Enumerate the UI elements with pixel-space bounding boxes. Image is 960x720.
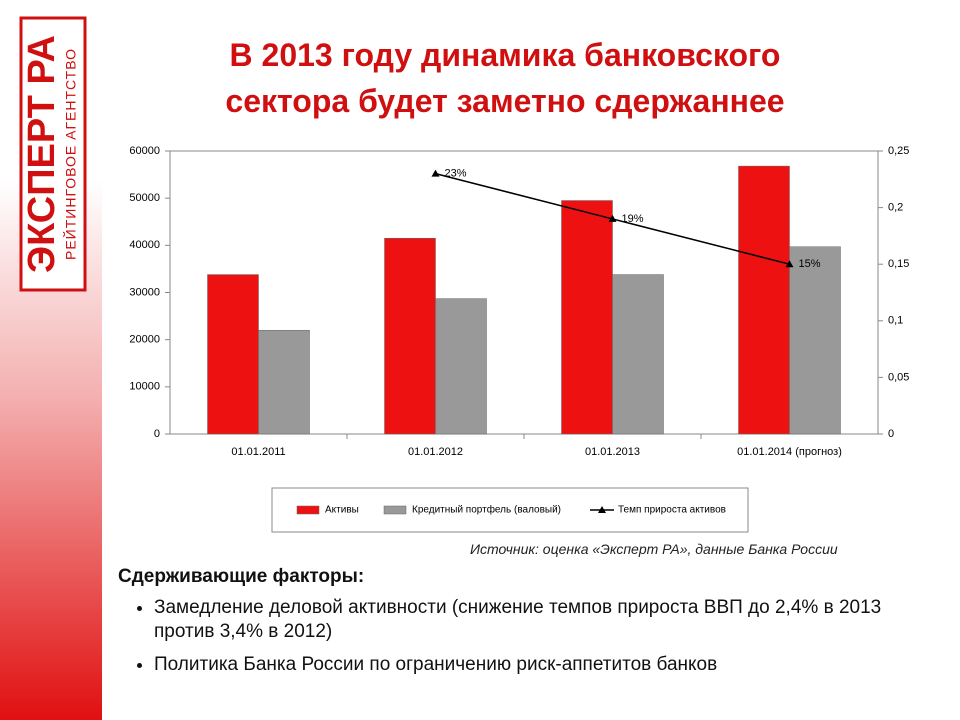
y2-tick-label: 0,2 [888,202,903,214]
legend-swatch [383,505,407,515]
line-marker [608,214,617,222]
legend-swatch [598,506,606,513]
y-tick-label: 30000 [129,286,160,298]
y-tick-label: 10000 [129,381,160,393]
x-tick-label: 01.01.2012 [408,446,463,458]
line-marker [431,169,440,177]
y-tick-label: 20000 [129,334,160,346]
title-line: сектора будет заметно сдержаннее [225,83,785,119]
logo-subtitle: РЕЙТИНГОВОЕ АГЕНТСТВО [62,48,79,260]
x-tick-label: 01.01.2013 [585,446,640,458]
factor-item: Политика Банка России по ограничению рис… [154,653,908,677]
y2-tick-label: 0,15 [888,258,909,270]
y-tick-label: 0 [154,428,160,440]
bar [738,165,790,435]
x-tick-label: 01.01.2014 (прогноз) [737,446,842,458]
value-label: 23% [445,168,467,180]
x-tick-label: 01.01.2011 [231,446,285,458]
title: В 2013 году динамика банковского сектора … [150,32,860,124]
bar [384,238,436,435]
line-marker [785,260,794,268]
bar [435,298,487,435]
y2-tick-label: 0,05 [888,371,909,383]
y-tick-label: 50000 [129,192,160,204]
y2-tick-label: 0 [888,428,894,440]
factor-list: Замедление деловой активности (снижение … [118,596,908,677]
value-label: 15% [799,258,821,270]
y-tick-label: 40000 [129,239,160,251]
bar [612,274,664,435]
bar [258,329,310,435]
legend-swatch [296,505,320,515]
logo-box [19,16,87,292]
y-tick-label: 60000 [129,145,160,157]
title-line: В 2013 году динамика банковского [229,37,781,73]
y2-tick-label: 0,1 [888,315,903,327]
bar [789,246,841,435]
legend-box [271,487,749,533]
y2-tick-label: 0,25 [888,145,909,157]
legend-label: Активы [325,505,359,516]
bar [207,274,259,435]
source: Источник: оценка «Эксперт РА», данные Ба… [470,541,838,557]
bar [561,200,613,435]
value-label: 19% [622,213,644,225]
factor-item: Замедление деловой активности (снижение … [154,596,908,644]
factors-heading: Сдерживающие факторы: [118,566,365,587]
factors: Сдерживающие факторы: Замедление деловой… [118,566,908,686]
legend-label: Кредитный портфель (валовый) [412,504,561,516]
legend-label: Темп прироста активов [618,505,726,516]
logo-name: ЭКСПЕРТ РА [21,35,63,273]
